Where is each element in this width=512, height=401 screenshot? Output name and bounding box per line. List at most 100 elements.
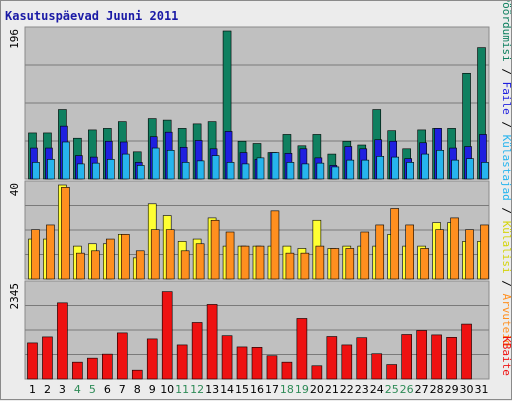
bar-arvuteid-day-24 — [375, 224, 385, 280]
bar-kbaite-day-2 — [42, 336, 53, 380]
x-tick-day-13: 13 — [205, 383, 219, 396]
bar-kbaite-day-30 — [461, 323, 472, 380]
chart-title: Kasutuspäevad Juuni 2011 — [5, 9, 178, 23]
panel-2-max-label: 40 — [8, 183, 21, 196]
x-tick-day-11: 11 — [175, 383, 189, 396]
bar-külastajad-day-30 — [466, 158, 474, 180]
bar-arvuteid-day-25 — [390, 208, 400, 280]
bar-külastajad-day-27 — [421, 153, 429, 180]
x-tick-day-26: 26 — [400, 383, 414, 396]
x-tick-day-14: 14 — [220, 383, 234, 396]
legend-top-8: Arvuteid — [500, 294, 512, 347]
legend-top-5: / — [500, 201, 512, 221]
bar-arvuteid-day-28 — [435, 229, 444, 280]
panel-1-max-label: 196 — [8, 29, 21, 49]
bar-külastajad-day-26 — [406, 162, 414, 180]
x-tick-day-21: 21 — [325, 383, 339, 396]
bar-kbaite-day-16 — [251, 347, 263, 380]
bar-kbaite-day-6 — [102, 353, 113, 380]
bar-kbaite-day-20 — [311, 365, 323, 380]
bar-kbaite-day-13 — [206, 304, 218, 380]
bar-külastajad-day-22 — [346, 159, 355, 180]
bar-külastajad-day-23 — [361, 159, 370, 180]
bar-arvuteid-day-29 — [450, 217, 459, 280]
bar-külastajad-day-10 — [166, 150, 175, 180]
bar-arvuteid-day-17 — [270, 210, 280, 280]
bar-arvuteid-day-5 — [91, 250, 100, 280]
legend-top-3: / — [500, 115, 512, 135]
bar-kbaite-day-25 — [386, 364, 398, 380]
bar-kbaite-day-29 — [446, 337, 457, 380]
bar-arvuteid-day-1 — [31, 229, 40, 280]
bar-külastajad-day-24 — [376, 156, 385, 180]
bar-kbaite-day-19 — [296, 318, 308, 380]
bar-külastajad-day-21 — [331, 166, 340, 180]
bar-arvuteid-day-23 — [360, 231, 370, 280]
bar-kbaite-day-10 — [161, 291, 173, 380]
legend-bottom: KBaite — [500, 336, 512, 376]
bar-kbaite-day-14 — [221, 335, 233, 380]
bar-külastajad-day-1 — [32, 162, 40, 180]
legend-top-1: / — [500, 62, 512, 82]
x-tick-day-2: 2 — [44, 383, 51, 396]
x-tick-day-9: 9 — [149, 383, 156, 396]
bar-külastajad-day-2 — [47, 159, 55, 180]
bar-arvuteid-day-30 — [465, 229, 474, 280]
bar-arvuteid-day-11 — [180, 250, 190, 280]
bar-arvuteid-day-20 — [315, 245, 325, 280]
x-tick-day-4: 4 — [74, 383, 81, 396]
bar-külastajad-day-28 — [436, 150, 444, 180]
bar-külastajad-day-9 — [151, 147, 160, 180]
bar-külastajad-day-29 — [451, 159, 459, 180]
x-tick-day-6: 6 — [104, 383, 111, 396]
bar-arvuteid-day-14 — [225, 231, 235, 280]
bar-arvuteid-day-10 — [165, 229, 175, 280]
bar-kbaite-day-1 — [27, 342, 38, 380]
x-tick-day-27: 27 — [415, 383, 429, 396]
x-tick-day-7: 7 — [119, 383, 126, 396]
bar-arvuteid-day-7 — [120, 234, 130, 280]
x-tick-day-19: 19 — [295, 383, 309, 396]
bar-külastajad-day-4 — [77, 163, 85, 180]
bar-külastajad-day-5 — [92, 162, 100, 180]
bar-kbaite-day-9 — [146, 338, 158, 380]
bar-külastajad-day-16 — [256, 157, 265, 180]
x-tick-day-1: 1 — [29, 383, 36, 396]
bar-arvuteid-day-8 — [135, 250, 145, 280]
legend-top-4: Külastajad — [500, 135, 512, 201]
bar-kbaite-day-17 — [266, 355, 278, 380]
bar-külastajad-day-18 — [286, 162, 295, 180]
bar-kbaite-day-26 — [401, 334, 412, 380]
bar-arvuteid-day-12 — [195, 243, 205, 280]
bar-külastajad-day-31 — [481, 162, 489, 180]
x-tick-day-28: 28 — [430, 383, 444, 396]
x-tick-day-16: 16 — [250, 383, 264, 396]
bar-külastajad-day-19 — [301, 163, 310, 180]
legend-top-6: Külalisi — [500, 221, 512, 274]
x-tick-day-5: 5 — [89, 383, 96, 396]
legend-top-2: Faile — [500, 82, 512, 115]
bar-arvuteid-day-21 — [330, 248, 340, 280]
bar-külastajad-day-3 — [62, 141, 70, 180]
bar-külastajad-day-20 — [316, 162, 325, 180]
bar-arvuteid-day-27 — [420, 248, 429, 280]
x-tick-day-17: 17 — [265, 383, 279, 396]
bar-arvuteid-day-15 — [240, 245, 250, 280]
x-tick-day-24: 24 — [370, 383, 384, 396]
bar-külastajad-day-15 — [241, 163, 250, 180]
x-tick-day-31: 31 — [475, 383, 489, 396]
bar-kbaite-day-4 — [72, 361, 83, 380]
legend-top: Pöördumisi / Faile / Külastajad / Külali… — [500, 1, 512, 347]
bar-külastajad-day-11 — [181, 162, 190, 180]
bar-külastajad-day-14 — [226, 162, 235, 180]
x-tick-day-18: 18 — [280, 383, 294, 396]
x-tick-day-20: 20 — [310, 383, 324, 396]
bar-arvuteid-day-4 — [76, 252, 85, 280]
bar-arvuteid-day-31 — [480, 224, 489, 280]
x-tick-day-10: 10 — [160, 383, 174, 396]
bar-külastajad-day-12 — [196, 160, 205, 180]
bar-külastajad-day-8 — [136, 165, 145, 180]
x-tick-day-22: 22 — [340, 383, 354, 396]
bar-arvuteid-day-3 — [61, 187, 70, 280]
